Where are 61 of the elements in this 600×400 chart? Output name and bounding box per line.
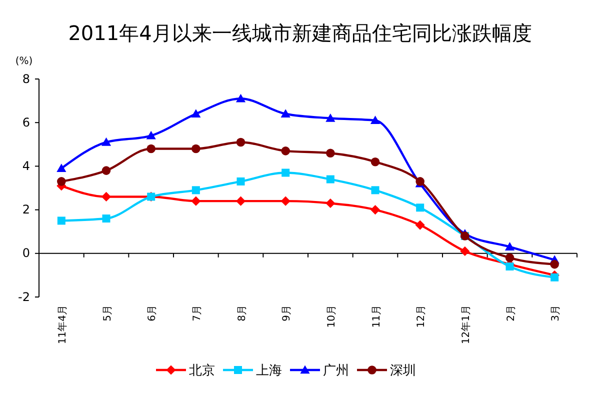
- x-tick-label: 10月: [326, 305, 338, 328]
- point: [191, 109, 201, 118]
- legend-label: 广州: [323, 364, 349, 379]
- legend-label: 上海: [256, 364, 282, 379]
- x-tick-label: 6月: [147, 305, 158, 322]
- point: [504, 242, 515, 250]
- point: [191, 196, 201, 206]
- point: [370, 116, 380, 124]
- point: [236, 196, 246, 206]
- point: [326, 148, 335, 158]
- point: [506, 262, 514, 270]
- x-tick-label: 12月: [416, 305, 428, 328]
- y-tick-label: 6: [22, 115, 30, 130]
- point: [550, 260, 559, 269]
- point: [57, 216, 66, 225]
- point: [281, 146, 290, 156]
- point: [280, 109, 290, 118]
- x-tick-label: 2月: [506, 305, 517, 322]
- y-axis-title: (%): [15, 56, 33, 67]
- point: [326, 175, 334, 184]
- point: [371, 186, 380, 194]
- point: [146, 144, 156, 154]
- point: [146, 130, 156, 140]
- point: [505, 253, 514, 262]
- point: [101, 137, 112, 146]
- legend-label: 北京: [189, 364, 215, 379]
- point: [236, 177, 245, 186]
- point: [236, 138, 246, 147]
- chart-title: 2011年4月以来一线城市新建商品住宅同比涨跌幅度: [68, 21, 532, 45]
- point: [57, 177, 66, 186]
- point: [326, 198, 336, 208]
- point: [236, 94, 246, 102]
- y-tick-label: 2: [22, 202, 30, 217]
- x-tick-label: 11月: [371, 305, 382, 328]
- point: [192, 186, 200, 194]
- point: [326, 113, 336, 122]
- point: [192, 144, 200, 154]
- x-tick-label: 5月: [102, 305, 114, 322]
- x-tick-label: 12年1月: [460, 305, 472, 344]
- point: [460, 246, 470, 256]
- x-tick-label: 8月: [236, 305, 248, 322]
- point: [415, 220, 425, 230]
- point: [56, 164, 66, 172]
- point: [101, 192, 112, 202]
- point: [370, 205, 380, 215]
- point: [280, 196, 290, 206]
- x-tick-label: 3月: [550, 305, 562, 322]
- point: [550, 273, 559, 282]
- point: [102, 214, 110, 223]
- point: [102, 166, 111, 175]
- point: [282, 168, 290, 177]
- y-tick-label: 0: [22, 246, 30, 260]
- x-tick-label: 7月: [192, 305, 203, 322]
- legend-label: 深圳: [390, 364, 416, 379]
- x-tick-label: 11年4月: [56, 305, 68, 344]
- point: [416, 204, 424, 212]
- x-tick-label: 9月: [282, 305, 293, 322]
- y-tick-label: -2: [18, 290, 30, 304]
- y-tick-label: 8: [22, 72, 30, 86]
- y-tick-label: 4: [22, 159, 30, 174]
- point: [370, 157, 380, 166]
